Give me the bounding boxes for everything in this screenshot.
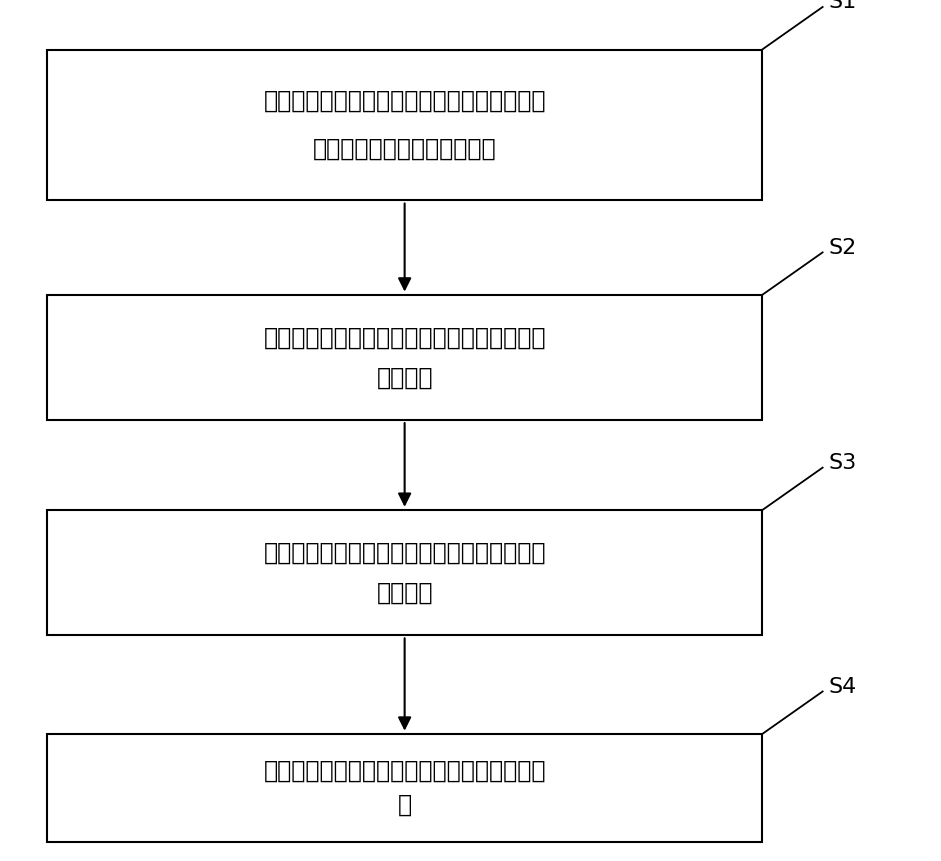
Text: S1: S1 — [828, 0, 856, 12]
Text: S2: S2 — [828, 238, 856, 257]
Text: 动态方程: 动态方程 — [376, 580, 433, 604]
Text: 对列车进行受力分析，建立列车执行器失效故: 对列车进行受力分析，建立列车执行器失效故 — [263, 89, 546, 113]
Text: 引入神经网络未知有界函数得到修正闭环系统: 引入神经网络未知有界函数得到修正闭环系统 — [263, 541, 546, 565]
Text: 通过引入新变量得到列车纵向运动的闭环系统: 通过引入新变量得到列车纵向运动的闭环系统 — [263, 325, 546, 350]
Text: S4: S4 — [828, 677, 856, 697]
Text: 根据修正闭环系统动态方程设计列车运动控制: 根据修正闭环系统动态方程设计列车运动控制 — [263, 759, 546, 783]
Text: S3: S3 — [828, 453, 856, 473]
FancyBboxPatch shape — [47, 734, 762, 842]
Text: 器: 器 — [397, 793, 412, 817]
Text: 障下的列车纵向运动动力方程: 障下的列车纵向运动动力方程 — [312, 137, 497, 161]
Text: 动态方程: 动态方程 — [376, 365, 433, 389]
FancyBboxPatch shape — [47, 510, 762, 635]
FancyBboxPatch shape — [47, 294, 762, 420]
FancyBboxPatch shape — [47, 50, 762, 201]
